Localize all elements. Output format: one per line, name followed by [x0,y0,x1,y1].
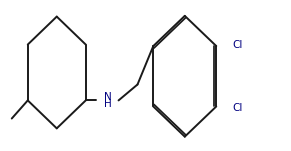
Text: H: H [104,99,111,109]
Text: Cl: Cl [232,103,243,113]
Text: N: N [104,92,111,102]
Text: Cl: Cl [232,40,243,50]
